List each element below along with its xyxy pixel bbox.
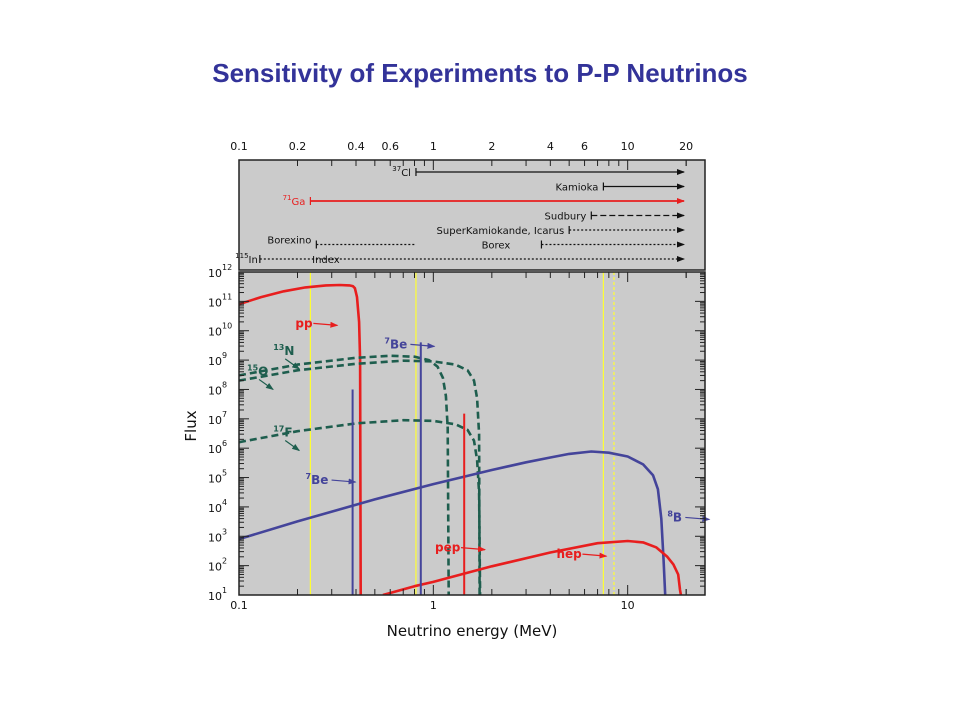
y-tick-exponent: 2 <box>222 557 227 566</box>
x-tick-label-top: 10 <box>621 140 635 153</box>
annotation-b-8-sup: 8 <box>667 509 673 518</box>
annotation-n-13-main: N <box>284 344 294 358</box>
y-tick-label: 10 <box>208 473 222 486</box>
annotation-o-15-sup: 15 <box>247 363 259 372</box>
y-tick-exponent: 5 <box>222 469 227 478</box>
annotation-n-13-sup: 13 <box>273 343 284 352</box>
annotation-arrow <box>284 358 301 370</box>
y-tick-label: 10 <box>208 267 222 280</box>
y-tick-label: 10 <box>208 590 222 603</box>
experiment-label-cl-sup: 37 <box>392 165 401 173</box>
y-tick-exponent: 9 <box>222 351 227 360</box>
annotation-hep: hep <box>556 547 582 561</box>
experiment-label-ga-sup: 71 <box>283 194 292 202</box>
y-tick-exponent: 7 <box>222 410 227 419</box>
y-tick-label: 10 <box>208 502 222 515</box>
x-tick-label-bottom: 1 <box>430 599 437 612</box>
x-tick-label-top: 0.1 <box>230 140 248 153</box>
slide-title: Sensitivity of Experiments to P-P Neutri… <box>212 58 748 88</box>
x-tick-label-top: 2 <box>488 140 495 153</box>
experiment-label-cl-main: Cl <box>401 168 411 179</box>
experiment-label-superkamiokande-icarus: SuperKamiokande, Icarus <box>437 226 565 237</box>
annotation-be-7-sup: 7 <box>384 336 390 345</box>
experiment-label-ga-main: Ga <box>291 197 305 208</box>
series-hep <box>382 539 683 595</box>
annotation-be-7-main: Be <box>390 337 407 351</box>
experiment-label-ga: 71Ga <box>283 194 306 208</box>
annotation-b-8: 8B <box>667 509 682 524</box>
y-tick-label: 10 <box>208 384 222 397</box>
annotation-f-17: 17F <box>273 424 292 439</box>
x-axis-label: Neutrino energy (MeV) <box>387 622 558 640</box>
y-tick-exponent: 3 <box>222 527 227 536</box>
experiment-label-borex: Borex <box>482 241 511 252</box>
annotation-arrow <box>331 478 357 485</box>
y-tick-exponent: 6 <box>222 439 227 448</box>
annotation-pp: pp <box>295 316 313 330</box>
series-pp <box>239 283 362 595</box>
series-8b <box>239 450 667 595</box>
y-tick-exponent: 11 <box>222 292 232 301</box>
y-tick-label: 10 <box>208 443 222 456</box>
x-tick-label-top: 6 <box>581 140 588 153</box>
annotation-be-7: 7Be <box>384 336 407 351</box>
annotation-o-15-main: O <box>258 364 268 378</box>
annotation-f-17-sup: 17 <box>273 424 284 433</box>
experiment-label-borexino: Borexino <box>267 236 311 247</box>
flux-plot-frame <box>238 271 706 596</box>
y-tick-label: 10 <box>208 531 222 544</box>
x-tick-label-top: 1 <box>430 140 437 153</box>
y-tick-exponent: 4 <box>222 498 227 507</box>
experiment-label-cl: 37Cl <box>392 165 411 179</box>
annotation-arrow <box>258 378 274 391</box>
annotation-b-8-main: B <box>673 510 682 524</box>
y-tick-exponent: 1 <box>222 586 227 595</box>
y-tick-label: 10 <box>208 561 222 574</box>
x-tick-label-bottom: 0.1 <box>230 599 248 612</box>
x-tick-label-top: 4 <box>547 140 554 153</box>
annotation-arrow <box>313 321 339 328</box>
experiments-panel-frame <box>238 159 706 271</box>
x-tick-label-top: 0.4 <box>347 140 365 153</box>
y-tick-label: 10 <box>208 355 222 368</box>
y-tick-label: 10 <box>208 414 222 427</box>
y-tick-label: 10 <box>208 296 222 309</box>
annotation-arrow <box>410 342 436 349</box>
x-tick-label-top: 0.6 <box>381 140 399 153</box>
x-tick-label-bottom: 10 <box>621 599 635 612</box>
annotation-arrow <box>582 552 608 559</box>
experiment-label-kamioka: Kamioka <box>555 183 598 194</box>
annotation-arrow <box>460 546 487 553</box>
experiments-panel-bg <box>239 160 705 270</box>
annotation-n-13: 13N <box>273 343 294 358</box>
annotation-be-7: 7Be <box>306 472 329 487</box>
experiment-label-sudbury: Sudbury <box>545 212 587 223</box>
y-axis-label: Flux <box>182 410 200 441</box>
experiment-label-in-sup: 115 <box>235 252 248 260</box>
annotation-arrow <box>284 440 301 452</box>
y-tick-exponent: 8 <box>222 380 227 389</box>
annotation-be-7-main: Be <box>311 473 328 487</box>
experiment-label-index: Index <box>312 255 340 266</box>
annotation-f-17-main: F <box>284 425 292 439</box>
x-tick-label-top: 20 <box>679 140 693 153</box>
x-tick-label-top: 0.2 <box>289 140 307 153</box>
y-tick-exponent: 10 <box>222 322 232 331</box>
y-tick-exponent: 12 <box>222 263 232 272</box>
annotation-pep: pep <box>435 541 461 555</box>
annotation-o-15: 15O <box>247 363 268 378</box>
annotation-be-7-sup: 7 <box>306 472 312 481</box>
y-tick-label: 10 <box>208 326 222 339</box>
experiment-label-in-main: In <box>249 255 258 266</box>
experiment-label-in: 115In <box>235 252 258 266</box>
